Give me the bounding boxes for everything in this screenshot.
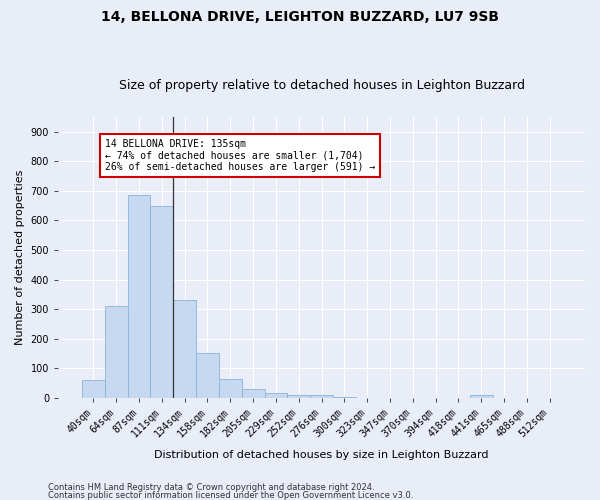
Bar (310, 396, 333, 398)
Title: Size of property relative to detached houses in Leighton Buzzard: Size of property relative to detached ho… (119, 79, 524, 92)
Bar (151, 206, 173, 398)
Bar (128, 195, 151, 398)
Bar (219, 378, 242, 398)
Text: Contains HM Land Registry data © Crown copyright and database right 2024.: Contains HM Land Registry data © Crown c… (48, 484, 374, 492)
Bar (105, 306, 128, 398)
Text: 14 BELLONA DRIVE: 135sqm
← 74% of detached houses are smaller (1,704)
26% of sem: 14 BELLONA DRIVE: 135sqm ← 74% of detach… (105, 139, 375, 172)
Text: 14, BELLONA DRIVE, LEIGHTON BUZZARD, LU7 9SB: 14, BELLONA DRIVE, LEIGHTON BUZZARD, LU7… (101, 10, 499, 24)
Bar (242, 389, 265, 398)
Bar (173, 300, 196, 398)
Bar (287, 395, 310, 398)
Bar (196, 354, 219, 398)
Y-axis label: Number of detached properties: Number of detached properties (15, 170, 25, 345)
Bar (470, 396, 493, 398)
Bar (333, 397, 356, 398)
X-axis label: Distribution of detached houses by size in Leighton Buzzard: Distribution of detached houses by size … (154, 450, 489, 460)
Text: Contains public sector information licensed under the Open Government Licence v3: Contains public sector information licen… (48, 490, 413, 500)
Bar (265, 393, 287, 398)
Bar (82, 380, 105, 398)
